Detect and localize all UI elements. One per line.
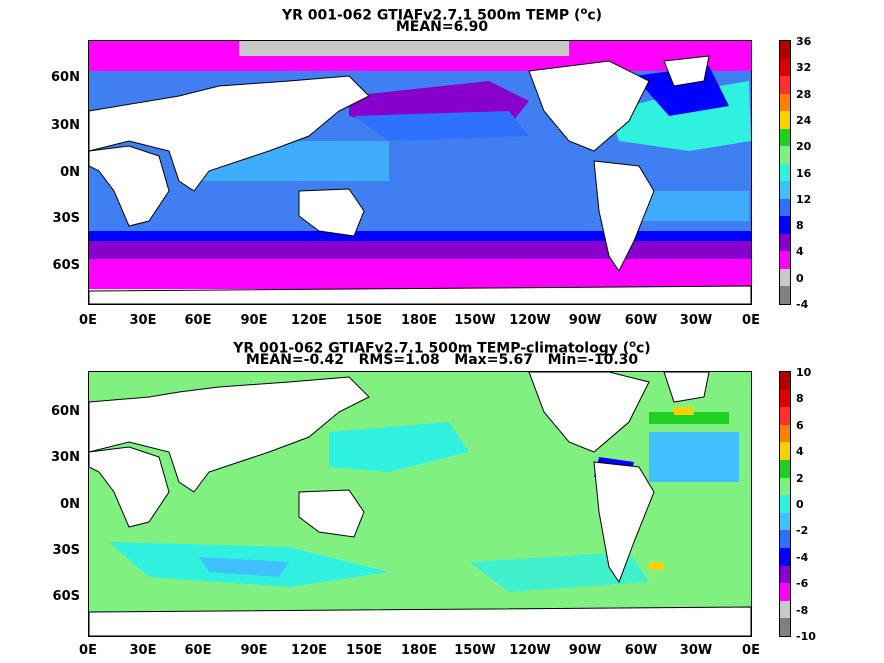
colorbar-segment [780, 181, 790, 199]
colorbar-tick-label: 10 [796, 366, 812, 379]
bottom-lon-label: 90W [568, 643, 602, 658]
colorbar-tick-label: 8 [796, 219, 804, 233]
colorbar-tick-label: 20 [796, 140, 812, 154]
colorbar-tick-label: 0 [796, 498, 804, 511]
top-lat-label-60n: 60N [51, 70, 80, 85]
colorbar-segment [780, 128, 790, 147]
bottom-lon-label: 60E [184, 643, 212, 658]
colorbar-tick-label: 2 [796, 471, 804, 485]
colorbar-tick-label: 4 [796, 445, 804, 459]
colorbar-tick-label: 12 [796, 192, 812, 206]
colorbar-segment [780, 424, 790, 443]
colorbar-segment [780, 233, 790, 252]
colorbar-segment [780, 600, 790, 619]
colorbar-tick-label: 28 [796, 87, 812, 101]
colorbar-segment [780, 111, 790, 129]
colorbar-tick-label: -10 [796, 630, 816, 643]
bottom-lon-label: 30W [679, 643, 713, 658]
bottom-lat-label-0n: 0N [60, 497, 80, 512]
bottom-lon-label: 120E [290, 643, 328, 658]
colorbar-segment [780, 442, 790, 460]
top-lat-label-30s: 30S [52, 211, 80, 226]
colorbar-segment [780, 372, 790, 390]
bottom-lon-label: 30E [129, 643, 157, 658]
bottom-lon-label: 0E [742, 643, 760, 658]
bottom-title: YR 001-062 GTIAFv2.7.1 500m TEMP-climato… [233, 339, 651, 357]
colorbar-segment [780, 530, 790, 548]
colorbar-segment [780, 216, 790, 234]
colorbar-tick-label: 4 [796, 245, 804, 259]
top-lon-label: 90E [240, 313, 268, 328]
top-lon-label: 150E [345, 313, 383, 328]
bottom-lon-label: 180E [400, 643, 438, 658]
colorbar-segment [780, 41, 790, 59]
top-lon-label: 0E [79, 313, 97, 328]
colorbar-segment [780, 286, 790, 304]
bottom-lon-label: 90E [240, 643, 268, 658]
top-lon-label: 150W [454, 313, 496, 328]
top-map-panel [88, 40, 752, 305]
colorbar-segment [780, 93, 790, 112]
top-lon-label: 90W [568, 313, 602, 328]
colorbar-tick-label: 16 [796, 166, 812, 180]
bottom-map-panel [88, 371, 752, 637]
bottom-lon-label: 150W [454, 643, 496, 658]
bottom-subtitle: MEAN=-0.42 RMS=1.08 Max=5.67 Min=-10.30 [245, 352, 639, 368]
top-lat-label-30n: 30N [51, 118, 80, 133]
colorbar-segment [780, 58, 790, 77]
bottom-lon-label: 0E [79, 643, 97, 658]
top-lat-label-0n: 0N [60, 165, 80, 180]
colorbar-tick-label: -2 [796, 524, 809, 538]
colorbar-segment [780, 146, 790, 164]
colorbar-tick-label: -8 [796, 603, 809, 617]
bottom-lat-label-30s: 30S [52, 543, 80, 558]
top-colorbar [779, 40, 791, 305]
top-lon-label: 180E [400, 313, 438, 328]
colorbar-segment [780, 618, 790, 636]
top-lon-label: 60E [184, 313, 212, 328]
bottom-lat-label-30n: 30N [51, 450, 80, 465]
top-title: YR 001-062 GTIAFv2.7.1 500m TEMP (oc) [281, 6, 603, 24]
colorbar-tick-label: 8 [796, 392, 804, 406]
colorbar-segment [780, 583, 790, 601]
top-lon-label: 30W [679, 313, 713, 328]
colorbar-segment [780, 547, 790, 566]
colorbar-segment [780, 163, 790, 182]
colorbar-segment [780, 198, 790, 217]
colorbar-tick-label: -4 [796, 298, 809, 311]
top-lat-label-60s: 60S [52, 258, 80, 273]
bottom-lat-label-60s: 60S [52, 589, 80, 604]
colorbar-tick-label: -6 [796, 577, 809, 591]
colorbar-segment [780, 512, 790, 531]
colorbar-segment [780, 268, 790, 287]
colorbar-segment [780, 389, 790, 408]
colorbar-segment [780, 251, 790, 269]
colorbar-tick-label: 0 [796, 271, 804, 285]
top-lon-label: 0E [742, 313, 760, 328]
colorbar-tick-label: 32 [796, 61, 812, 75]
top-lon-label: 120E [290, 313, 328, 328]
colorbar-tick-label: 6 [796, 418, 804, 432]
bottom-lat-label-60n: 60N [51, 404, 80, 419]
top-lon-label: 30E [129, 313, 157, 328]
colorbar-tick-label: -4 [796, 550, 809, 564]
bottom-colorbar [779, 371, 791, 637]
bottom-lon-label: 120W [509, 643, 551, 658]
colorbar-segment [780, 477, 790, 496]
top-lon-label: 120W [509, 313, 551, 328]
colorbar-tick-label: 24 [796, 113, 812, 127]
colorbar-segment [780, 76, 790, 94]
top-subtitle: MEAN=6.90 [395, 19, 489, 35]
colorbar-segment [780, 495, 790, 513]
bottom-lon-label: 60W [624, 643, 658, 658]
colorbar-segment [780, 565, 790, 584]
bottom-lon-label: 150E [345, 643, 383, 658]
colorbar-segment [780, 459, 790, 478]
colorbar-tick-label: 36 [796, 35, 812, 48]
colorbar-segment [780, 407, 790, 425]
top-lon-label: 60W [624, 313, 658, 328]
